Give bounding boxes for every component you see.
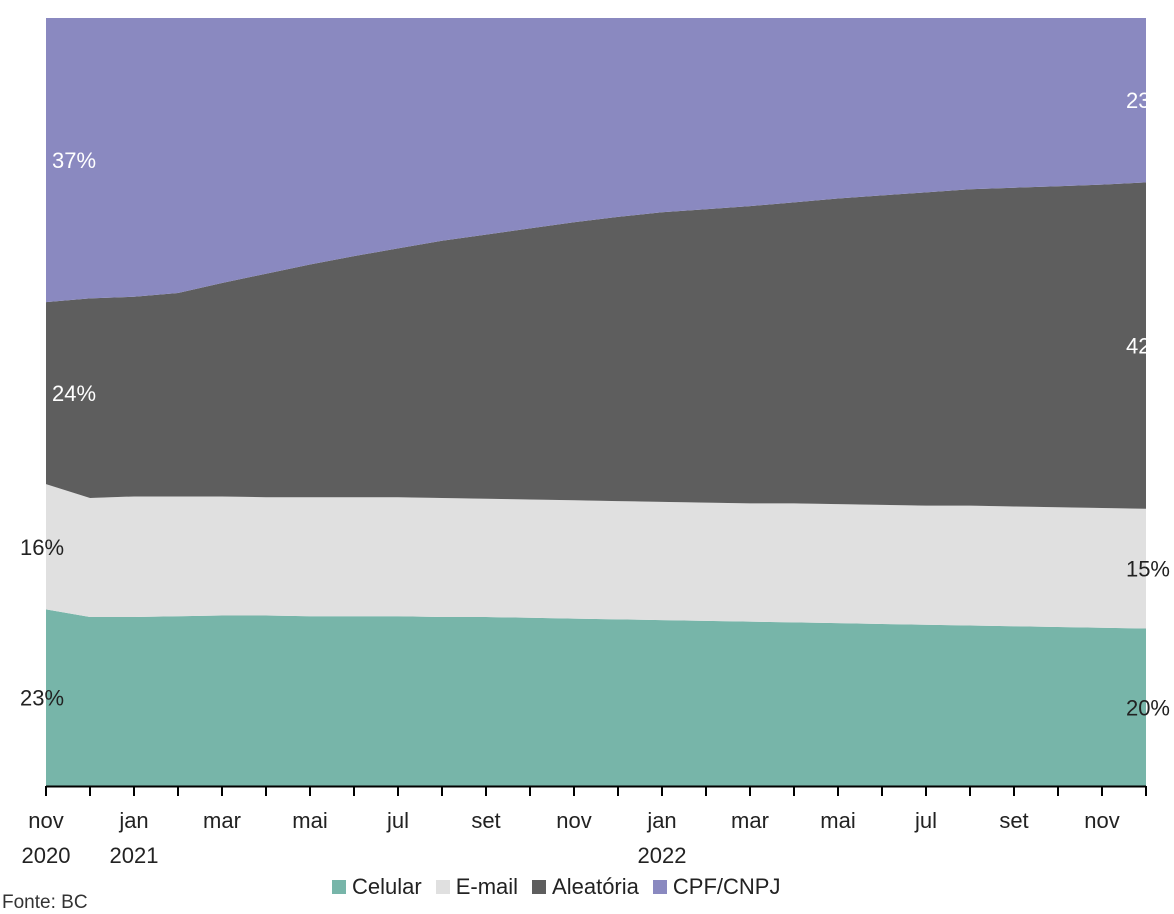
area-e-mail (46, 484, 1146, 629)
x-tick-label: mar (203, 808, 241, 833)
x-tick-label: mai (292, 808, 327, 833)
data-label-cpf-cnpj-start: 37% (52, 148, 96, 173)
legend-label-email: E-mail (455, 874, 519, 899)
x-tick-label: jan (646, 808, 676, 833)
x-tick-label: jul (914, 808, 937, 833)
legend-swatch-aleatoria (532, 880, 547, 894)
area-celular (46, 609, 1146, 786)
data-label-aleat-ria-end: 42% (1126, 334, 1170, 359)
legend-item-aleatoria: Aleatória (532, 874, 639, 900)
area-aleat-ria (46, 182, 1146, 509)
x-tick-label: jan (118, 808, 148, 833)
data-label-cpf-cnpj-end: 23% (1126, 88, 1170, 113)
data-label-celular-start: 23% (20, 686, 64, 711)
area-cpf-cnpj (46, 18, 1146, 303)
legend-swatch-email (435, 880, 450, 894)
x-tick-label: nov (1084, 808, 1119, 833)
legend-item-cpf-cnpj: CPF/CNPJ (652, 874, 781, 900)
data-label-e-mail-start: 16% (20, 535, 64, 560)
x-tick-label: jul (386, 808, 409, 833)
x-tick-year-label: 2022 (638, 843, 687, 868)
x-tick-label: mai (820, 808, 855, 833)
legend-swatch-celular (332, 880, 346, 894)
legend-item-celular: Celular (332, 874, 422, 900)
legend-label-celular: Celular (352, 874, 422, 899)
legend: Celular E-mail Aleatória CPF/CNPJ (332, 872, 780, 902)
x-tick-label: set (999, 808, 1028, 833)
x-tick-label: set (471, 808, 500, 833)
x-tick-label: nov (28, 808, 63, 833)
legend-label-aleatoria: Aleatória (552, 874, 639, 899)
x-tick-label: nov (556, 808, 591, 833)
legend-label-cpf-cnpj: CPF/CNPJ (672, 874, 781, 899)
source-note: Fonte: BC (2, 892, 88, 913)
legend-item-email: E-mail (435, 874, 519, 900)
x-tick-year-label: 2020 (22, 843, 71, 868)
data-label-celular-end: 20% (1126, 695, 1170, 720)
data-label-e-mail-end: 15% (1126, 557, 1170, 582)
data-label-aleat-ria-start: 24% (52, 381, 96, 406)
legend-swatch-cpf-cnpj (652, 880, 667, 894)
x-tick-label: mar (731, 808, 769, 833)
x-tick-year-label: 2021 (110, 843, 159, 868)
